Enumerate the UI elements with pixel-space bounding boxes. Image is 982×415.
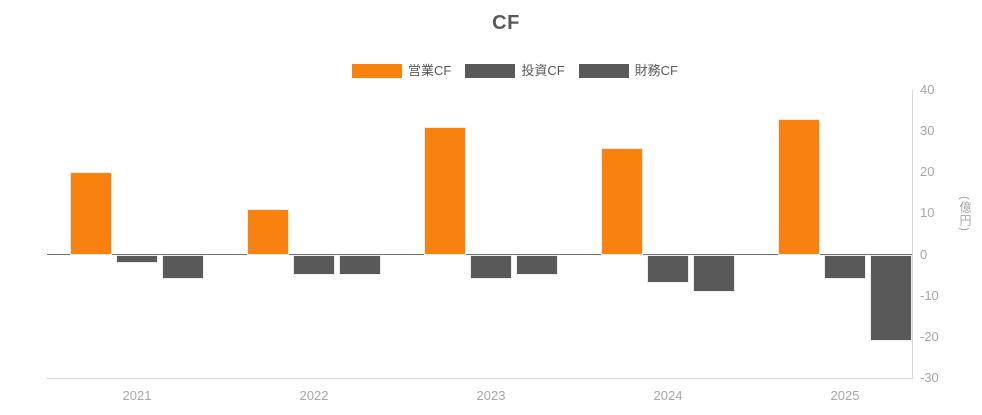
y-tick-label-10: 10 xyxy=(920,205,935,221)
x-tick-label-2025: 2025 xyxy=(830,388,860,403)
bar-営業CF-2025 xyxy=(778,118,820,255)
plot-area xyxy=(47,90,913,379)
bar-投資CF-2024 xyxy=(647,254,689,284)
bar-投資CF-2025 xyxy=(824,254,866,280)
legend-label-operating-cf: 営業CF xyxy=(407,63,452,78)
y-tick-label-40: 40 xyxy=(920,82,935,97)
bar-投資CF-2021 xyxy=(116,254,158,263)
legend-label-investing-cf: 投資CF xyxy=(521,63,565,78)
y-tick-label--10: -10 xyxy=(920,287,939,303)
x-tick-label-2021: 2021 xyxy=(122,388,152,403)
chart-legend: 営業CF 投資CF 財務CF xyxy=(0,64,982,78)
y-tick-label--30: -30 xyxy=(920,370,939,385)
x-tick-label-2023: 2023 xyxy=(476,388,506,403)
y-tick-label-20: 20 xyxy=(920,164,935,180)
chart-title: CF xyxy=(492,12,520,34)
legend-swatch-investing-cf xyxy=(465,64,516,78)
bar-営業CF-2023 xyxy=(424,127,466,255)
bar-営業CF-2024 xyxy=(601,147,643,255)
y-axis-unit-label: (億円) xyxy=(958,196,972,232)
bar-財務CF-2025 xyxy=(870,254,912,341)
legend-item-operating-cf: 営業CF xyxy=(351,63,452,78)
bar-財務CF-2022 xyxy=(339,254,381,276)
legend-swatch-operating-cf xyxy=(351,64,402,78)
bar-営業CF-2022 xyxy=(247,209,289,255)
legend-label-financing-cf: 財務CF xyxy=(634,63,679,78)
bar-投資CF-2023 xyxy=(470,254,512,280)
bar-財務CF-2021 xyxy=(162,254,204,280)
y-tick-label--20: -20 xyxy=(920,328,939,344)
bar-財務CF-2023 xyxy=(516,254,558,276)
bar-財務CF-2024 xyxy=(693,254,735,292)
y-tick-label-30: 30 xyxy=(920,123,935,139)
legend-item-investing-cf: 投資CF xyxy=(465,63,565,78)
legend-swatch-financing-cf xyxy=(578,64,629,78)
bar-営業CF-2021 xyxy=(70,172,112,255)
legend-item-financing-cf: 財務CF xyxy=(578,63,679,78)
x-tick-label-2022: 2022 xyxy=(299,388,329,403)
bar-投資CF-2022 xyxy=(293,254,335,276)
y-tick-label-0: 0 xyxy=(920,246,928,262)
x-tick-label-2024: 2024 xyxy=(653,388,683,403)
